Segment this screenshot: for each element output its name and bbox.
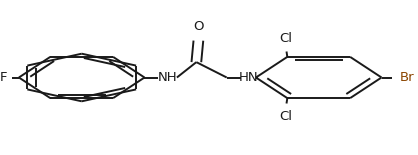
Text: Cl: Cl bbox=[279, 32, 292, 45]
Text: NH: NH bbox=[158, 71, 178, 84]
Text: HN: HN bbox=[239, 71, 259, 84]
Text: O: O bbox=[193, 20, 204, 33]
Text: F: F bbox=[0, 71, 8, 84]
Text: Cl: Cl bbox=[279, 110, 292, 123]
Text: Br: Br bbox=[399, 71, 414, 84]
